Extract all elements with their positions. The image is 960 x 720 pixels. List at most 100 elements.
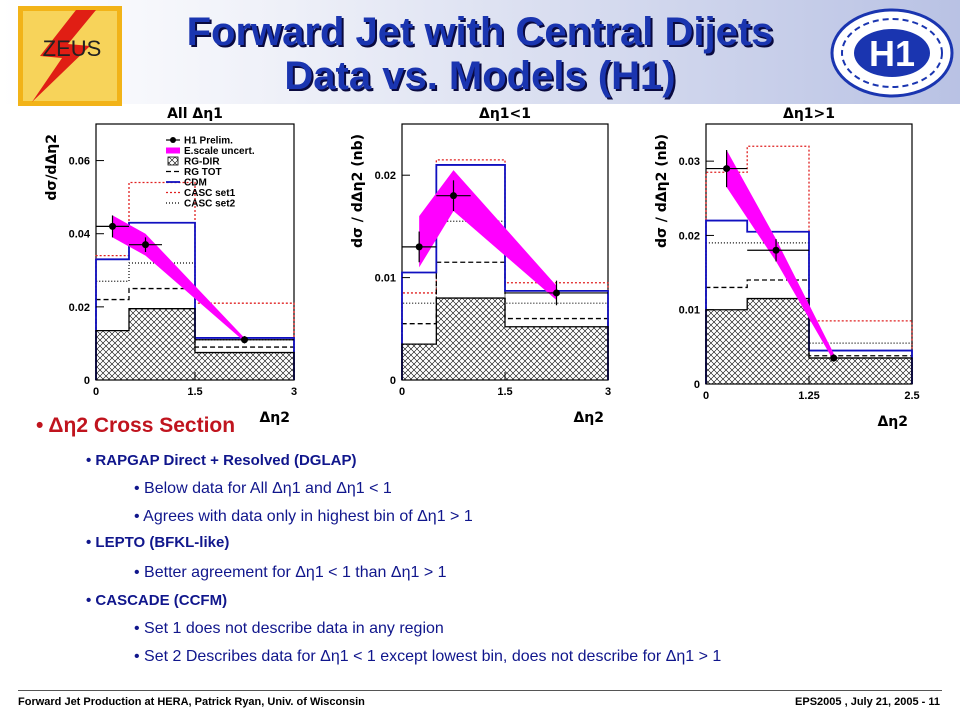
footer-divider [18,690,942,691]
x-axis-label: Δη2 [877,414,908,430]
bullet-item: • RAPGAP Direct + Resolved (DGLAP) [86,452,357,469]
legend-label: RG-DIR [184,157,220,168]
footer-left: Forward Jet Production at HERA, Patrick … [18,696,365,708]
rg-dir-line [95,308,295,380]
zeus-logo: ZEUS [18,6,122,106]
rg-dir-area [505,326,608,380]
bullet-item: • CASCADE (CCFM) [86,592,228,609]
bullet-item-text: CASCADE (CCFM) [95,592,228,609]
legend-symbol [166,147,180,154]
chart-deta1-gt1: 0 0.01 0.02 0.03 0 1.25 2.5 Δη1>1 Δη2 dσ / dΔη2 (… [654,106,920,430]
rg-dir-area [470,298,505,380]
y-tick-label: 0.03 [679,156,700,168]
bullet-heading-text: Δη2 Cross Section [48,414,236,437]
header-band [0,0,960,104]
y-tick-label: 0.01 [679,305,700,317]
x-tick-label: 0 [703,390,709,402]
x-tick-label: 0 [93,386,99,398]
bullet-item-text: Agrees with data only in highest bin of … [143,508,473,525]
data-point [415,243,423,251]
rg-dir-area [809,358,912,384]
y-axis-label: dσ / dΔη2 (nb) [350,134,366,248]
legend-label: CDM [184,178,207,189]
escale-band [726,150,834,361]
rg-dir-area [162,308,195,380]
x-tick-label: 1.5 [187,386,202,398]
y-tick-label: 0.02 [679,230,700,242]
legend-label: E.scale uncert. [184,146,255,157]
y-axis-label: dσ/dΔη2 [44,134,60,201]
h1-logo-text: H1 [869,33,915,74]
data-point [830,354,838,362]
chart-title: All Δη1 [167,106,223,122]
legend-label: H1 Prelim. [184,136,233,147]
slide-title-line1: Forward Jet with Central Dijets [186,10,774,54]
rg-dir-area [436,298,471,380]
chart-title: Δη1<1 [479,106,531,122]
data-point [450,192,457,200]
bullet-item-text: Better agreement for Δη1 < 1 than Δη1 > … [144,564,447,581]
legend-symbol [170,137,176,143]
x-tick-label: 1.25 [798,390,819,402]
legend-symbol [167,156,179,166]
y-tick-label: 0.01 [375,273,396,285]
slide-title-line2: Data vs. Models (H1) [284,54,676,98]
bullet-item: • Agrees with data only in highest bin o… [134,508,473,525]
bullet-item-text: Set 2 Describes data for Δη1 < 1 except … [144,648,722,665]
bullet-item-text: RAPGAP Direct + Resolved (DGLAP) [95,452,357,469]
x-tick-label: 1.5 [497,386,512,398]
x-tick-label: 3 [291,386,297,398]
data-point [241,336,248,344]
y-axis-label: dσ / dΔη2 (nb) [654,134,670,248]
rg-tot-line [401,261,609,380]
bullet-item: • Set 1 does not describe data in any re… [134,620,444,637]
bullet-heading: • Δη2 Cross Section [36,414,236,437]
bullet-item: • Below data for All Δη1 and Δη1 < 1 [134,480,392,497]
y-tick-label: 0 [390,375,396,387]
y-tick-label: 0.06 [69,156,90,168]
footer-right: EPS2005 , July 21, 2005 - 11 [795,696,940,708]
casc-set1-line [401,159,609,380]
data-point [553,289,560,297]
cdm-line [705,219,913,384]
legend-label: CASC set2 [184,199,236,210]
x-tick-label: 3 [605,386,611,398]
rg-dir-area [195,352,294,380]
bullet-item: • Set 2 Describes data for Δη1 < 1 excep… [134,648,722,665]
chart-deta1-lt1: 0 0.01 0.02 0 1.5 3 Δη1<1 Δη2 dσ / dΔη2 (nb) [350,106,611,426]
rg-dir-area [129,308,162,380]
data-point [109,222,116,230]
rg-tot-line [705,279,913,384]
legend-label: CASC set1 [184,188,236,199]
rg-tot-line [95,287,295,380]
rg-dir-area [96,330,129,380]
cdm-line [401,164,609,380]
rg-dir-area [747,298,809,384]
cdm-line [95,221,295,380]
chart-title: Δη1>1 [783,106,835,122]
y-tick-label: 0.02 [69,302,90,314]
y-tick-label: 0.02 [375,170,396,182]
x-tick-label: 2.5 [904,390,919,402]
chart-all-deta1: 0 0.02 0.04 0.06 0 1.5 3 All Δη1 Δη2 dσ/dΔη2 H1 Pr… [44,106,297,426]
x-tick-label: 0 [399,386,405,398]
data-point [723,165,731,173]
data-point [772,246,780,254]
zeus-logo-text: ZEUS [43,36,102,61]
y-tick-label: 0.04 [69,229,91,241]
x-axis-label: Δη2 [259,410,290,426]
bullet-item-text: LEPTO (BFKL-like) [95,534,230,551]
rg-dir-area [706,309,748,384]
casc-set1-line [705,145,913,384]
data-point [142,241,149,249]
rg-dir-area [402,344,437,380]
rg-dir-line [401,297,609,380]
y-tick-label: 0 [84,375,90,387]
y-tick-label: 0 [694,379,700,391]
bullet-item: • LEPTO (BFKL-like) [86,534,230,551]
h1-logo: H1 [830,8,954,98]
bullet-item-text: Set 1 does not describe data in any regi… [144,620,444,637]
bullet-item: • Better agreement for Δη1 < 1 than Δη1 … [134,564,447,581]
bullet-item-text: Below data for All Δη1 and Δη1 < 1 [144,480,392,497]
x-axis-label: Δη2 [573,410,604,426]
